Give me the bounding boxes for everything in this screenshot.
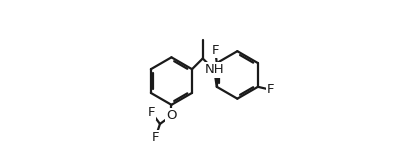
Text: O: O xyxy=(166,109,177,122)
Text: F: F xyxy=(148,106,155,119)
Text: NH: NH xyxy=(205,63,224,76)
Text: F: F xyxy=(211,44,219,56)
Text: F: F xyxy=(267,83,275,96)
Text: F: F xyxy=(152,131,159,144)
